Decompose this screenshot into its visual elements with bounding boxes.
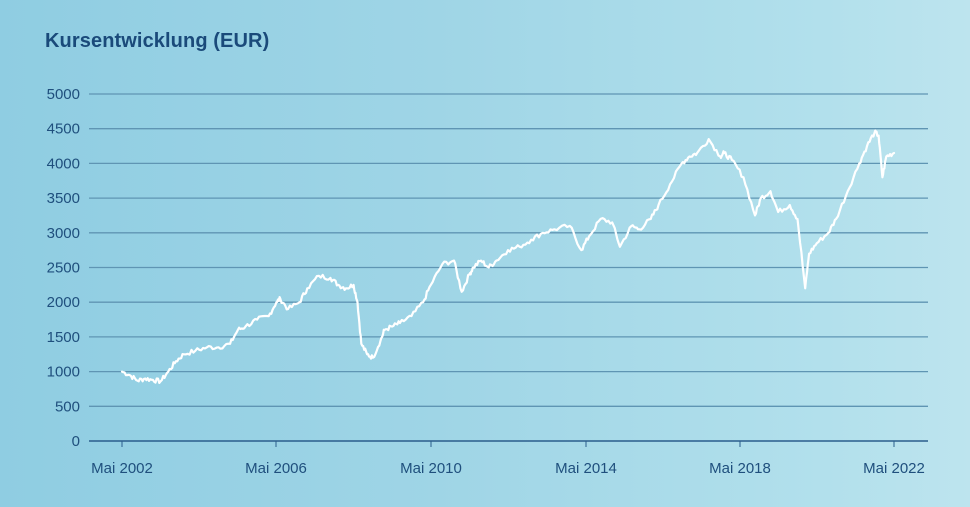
- y-tick-label: 3500: [47, 190, 80, 207]
- y-tick-label: 4000: [47, 155, 80, 172]
- x-tick-label: Mai 2010: [400, 460, 462, 477]
- gridlines: [89, 93, 928, 407]
- y-tick-label: 500: [55, 398, 80, 415]
- x-tick-label: Mai 2022: [863, 460, 925, 477]
- y-axis-labels: 0 500 1000 1500 2000 2500 3000 3500 4000 4500 5000: [47, 86, 80, 450]
- chart-title: Kursentwicklung (EUR): [45, 30, 270, 52]
- x-axis: Mai 2002 Mai 2006 Mai 2010 Mai 2014 Mai 2018…: [89, 440, 928, 477]
- y-tick-label: 5000: [47, 86, 80, 103]
- x-tick-label: Mai 2006: [245, 460, 307, 477]
- x-tick-label: Mai 2018: [709, 460, 771, 477]
- y-tick-label: 0: [72, 433, 80, 450]
- price-line: [120, 129, 896, 384]
- y-tick-label: 2000: [47, 294, 80, 311]
- x-tick-label: Mai 2002: [91, 460, 153, 477]
- y-tick-label: 1000: [47, 364, 80, 381]
- y-tick-label: 2500: [47, 260, 80, 277]
- price-series: [120, 129, 896, 384]
- y-tick-label: 4500: [47, 121, 80, 138]
- y-tick-label: 1500: [47, 329, 80, 346]
- y-tick-label: 3000: [47, 225, 80, 242]
- x-tick-label: Mai 2014: [555, 460, 617, 477]
